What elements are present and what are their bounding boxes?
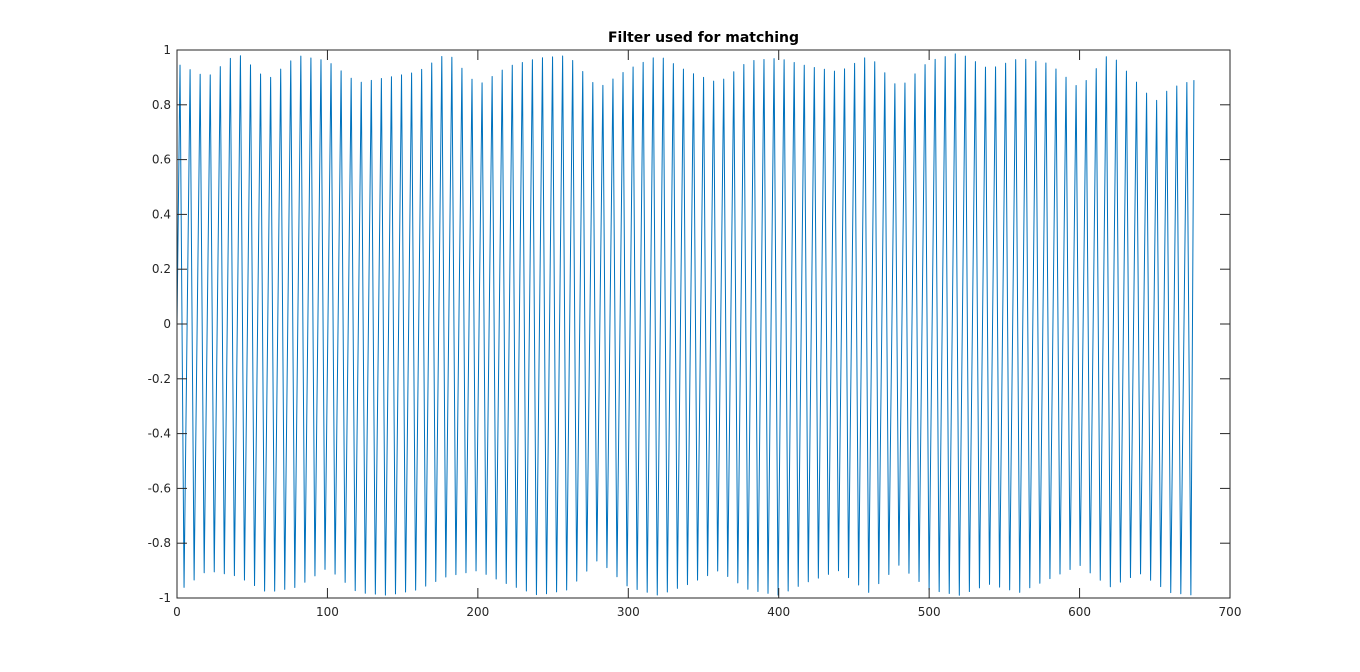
y-tick-label: 0.8	[152, 98, 171, 112]
y-tick-label: 0.6	[152, 153, 171, 167]
x-tick-label: 0	[173, 605, 181, 619]
x-tick-label: 700	[1219, 605, 1242, 619]
series-line-0	[176, 53, 1195, 596]
x-tick-label: 600	[1068, 605, 1091, 619]
y-tick-label: -0.6	[148, 481, 171, 495]
y-tick-label: -0.4	[148, 427, 171, 441]
axes-box	[176, 49, 1231, 599]
x-tick-label: 500	[918, 605, 941, 619]
y-tick-label: -0.2	[148, 372, 171, 386]
x-tick-label: 300	[617, 605, 640, 619]
y-tick-label: 1	[163, 43, 171, 57]
y-tick-label: 0	[163, 317, 171, 331]
x-tick-label: 400	[767, 605, 790, 619]
y-tick-label: 0.4	[152, 207, 171, 221]
chart-title: Filter used for matching	[608, 30, 799, 46]
x-tick-label: 100	[316, 605, 339, 619]
series-layer	[176, 53, 1195, 596]
y-tick-label: 0.2	[152, 262, 171, 276]
tick-labels: 0 100 200 300 400 500 600 700 -1 -0.8 -0.6 -0.4 -0.2…	[148, 43, 1242, 619]
x-tick-label: 200	[466, 605, 489, 619]
plot-area	[177, 50, 1230, 598]
y-tick-label: -1	[159, 591, 171, 605]
y-tick-label: -0.8	[148, 536, 171, 550]
